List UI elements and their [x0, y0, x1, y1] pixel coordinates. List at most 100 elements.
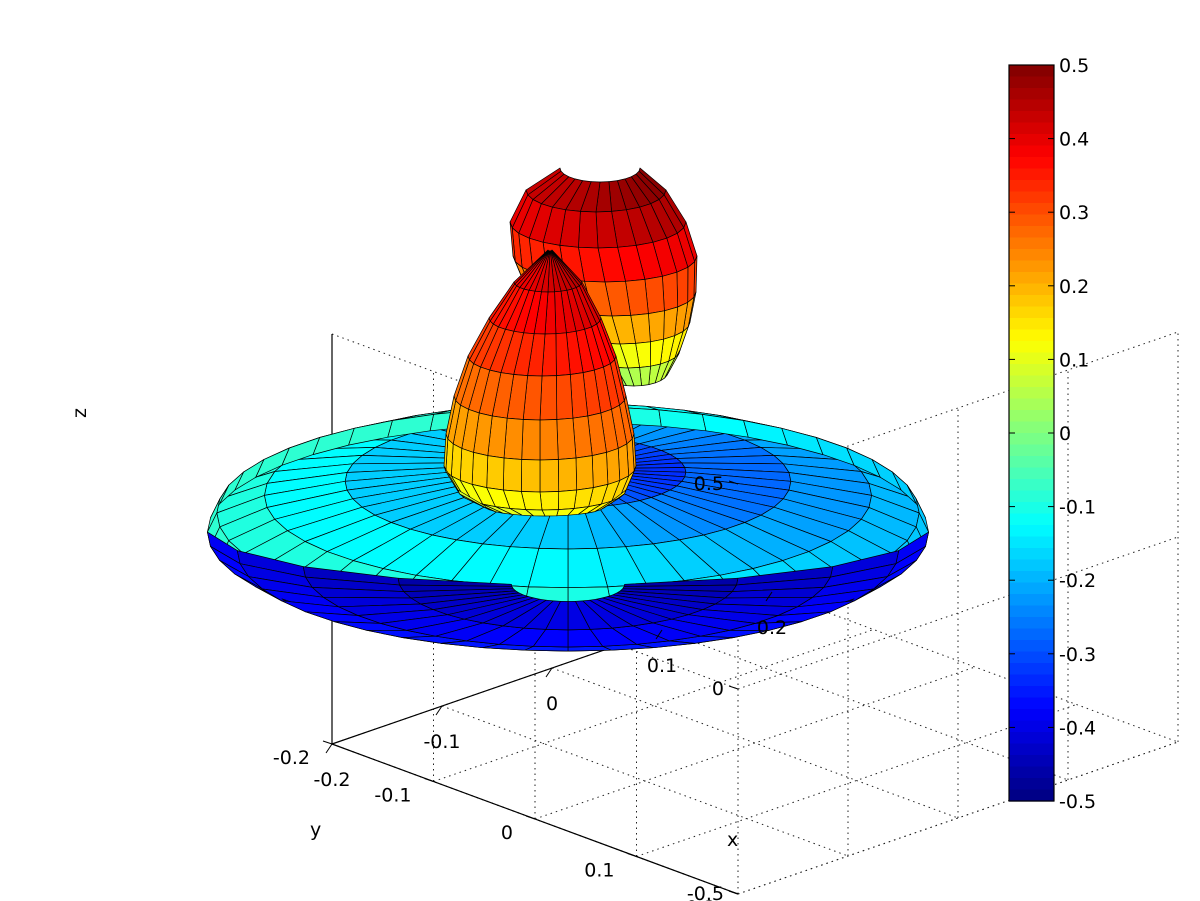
colorbar-segment [1009, 318, 1054, 331]
front-lobe-facet [471, 452, 489, 488]
colorbar-tick-label: -0.5 [1059, 791, 1096, 813]
colorbar-segment [1009, 341, 1054, 354]
colorbar-segment [1009, 134, 1054, 147]
colorbar-segment [1009, 686, 1054, 699]
front-lobe-facet [539, 459, 560, 493]
colorbar-segment [1009, 697, 1054, 710]
front-lobe-facet [520, 459, 541, 493]
colorbar-segment [1009, 364, 1054, 377]
y-tick-label-mark [525, 815, 536, 820]
colorbar-segment [1009, 456, 1054, 469]
colorbar-tick-label: 0.5 [1059, 55, 1089, 77]
z-tick-label: -0.5 [687, 883, 724, 901]
colorbar-segment [1009, 628, 1054, 641]
front-lobe-facet [486, 455, 505, 491]
y-tick-label-mark [322, 740, 333, 745]
x-tick-label: -0.2 [313, 769, 350, 791]
colorbar-segment [1009, 410, 1054, 423]
colorbar-tick-label: 0.2 [1059, 276, 1089, 298]
y-tick-label: -0.2 [273, 747, 310, 769]
colorbar-segment [1009, 191, 1054, 204]
colorbar-segment [1009, 272, 1054, 285]
colorbar-segment [1009, 203, 1054, 216]
colorbar-segment [1009, 513, 1054, 526]
colorbar-segment [1009, 237, 1054, 250]
x-tick-label: 0.1 [647, 655, 677, 677]
back-lobe-facet [578, 211, 599, 249]
floor-grid-line [636, 704, 1077, 857]
front-lobe-facet [606, 448, 621, 485]
y-tick-label: 0.1 [584, 860, 614, 882]
z-tick-label-mark [728, 685, 739, 690]
colorbar-segment [1009, 444, 1054, 457]
x-tick-label: 0 [546, 693, 558, 715]
colorbar-segment [1009, 559, 1054, 572]
colorbar-tick-label: 0.3 [1059, 202, 1089, 224]
colorbar-segment [1009, 111, 1054, 124]
colorbar-segment [1009, 99, 1054, 112]
y-axis-label: y [310, 819, 321, 841]
colorbar-segment [1009, 594, 1054, 607]
colorbar-segment [1009, 732, 1054, 745]
colorbar-segment [1009, 571, 1054, 584]
front-lobe-facet [539, 419, 559, 461]
colorbar-segment [1009, 651, 1054, 664]
colorbar-segment [1009, 640, 1054, 653]
y-tick-label-mark [424, 778, 434, 782]
x-tick-label-mark [435, 705, 443, 716]
wall-grid-line [331, 333, 739, 485]
colorbar-segment [1009, 387, 1054, 400]
back-lobe-facet [687, 261, 696, 303]
axis-ticks: -0.2-0.100.10.2-0.2-0.100.10.2-0.500.5 [273, 473, 787, 901]
colorbar-segment [1009, 249, 1054, 262]
front-lobe-facet [459, 448, 474, 485]
colorbar-tick-label: -0.3 [1059, 644, 1096, 666]
colorbar-segment [1009, 88, 1054, 101]
x-tick-label: 0.2 [757, 617, 787, 639]
disc-facet [545, 600, 569, 631]
colorbar-segment [1009, 283, 1054, 296]
colorbar-segment [1009, 168, 1054, 181]
front-lobe-facet [558, 489, 578, 510]
back-lobe-facet [648, 310, 665, 343]
wall-grid-line [737, 536, 1179, 690]
x-tick-label-mark [765, 591, 773, 602]
colorbar-segment [1009, 375, 1054, 388]
y-tick-label: 0 [501, 822, 513, 844]
floor-grid-line [433, 629, 874, 782]
colorbar-segment [1009, 674, 1054, 687]
colorbar-segment [1009, 479, 1054, 492]
colorbar-segment [1009, 157, 1054, 170]
front-lobe-facet [575, 455, 594, 491]
colorbar-segment [1009, 525, 1054, 538]
colorbar-segment [1009, 605, 1054, 618]
colorbar-segment [1009, 709, 1054, 722]
colorbar-segment [1009, 617, 1054, 630]
front-lobe-facet [591, 452, 609, 488]
front-lobe-facet [539, 375, 558, 421]
y-tick-label-mark [627, 853, 637, 857]
z-tick-label: 0 [712, 678, 724, 700]
colorbar-segment [1009, 536, 1054, 549]
colorbar: 0.5 0.4 0.3 0.2 0.1 0 -0.1 -0.2 -0.3 -0.4 -0.5 [1008, 55, 1096, 813]
colorbar-segment [1009, 180, 1054, 193]
x-tick-label-mark [325, 743, 333, 754]
colorbar-segment [1009, 214, 1054, 227]
colorbar-segment [1009, 467, 1054, 480]
colorbar-segment [1009, 766, 1054, 779]
front-lobe-facet [556, 374, 574, 420]
x-axis-label: x [727, 829, 738, 851]
back-lobe-facet [662, 271, 679, 312]
colorbar-tick-label: 0 [1059, 423, 1071, 445]
colorbar-segment [1009, 122, 1054, 135]
z-axis-label: z [69, 408, 91, 418]
floor-grid-line [551, 667, 959, 819]
colorbar-tick-label: -0.1 [1059, 497, 1096, 519]
colorbar-segment [1009, 433, 1054, 446]
floor-grid-line [534, 666, 976, 820]
colorbar-segment [1009, 398, 1054, 411]
y-tick-label: -0.1 [374, 785, 411, 807]
colorbar-segment [1009, 789, 1054, 802]
front-lobe-facet [502, 457, 523, 492]
